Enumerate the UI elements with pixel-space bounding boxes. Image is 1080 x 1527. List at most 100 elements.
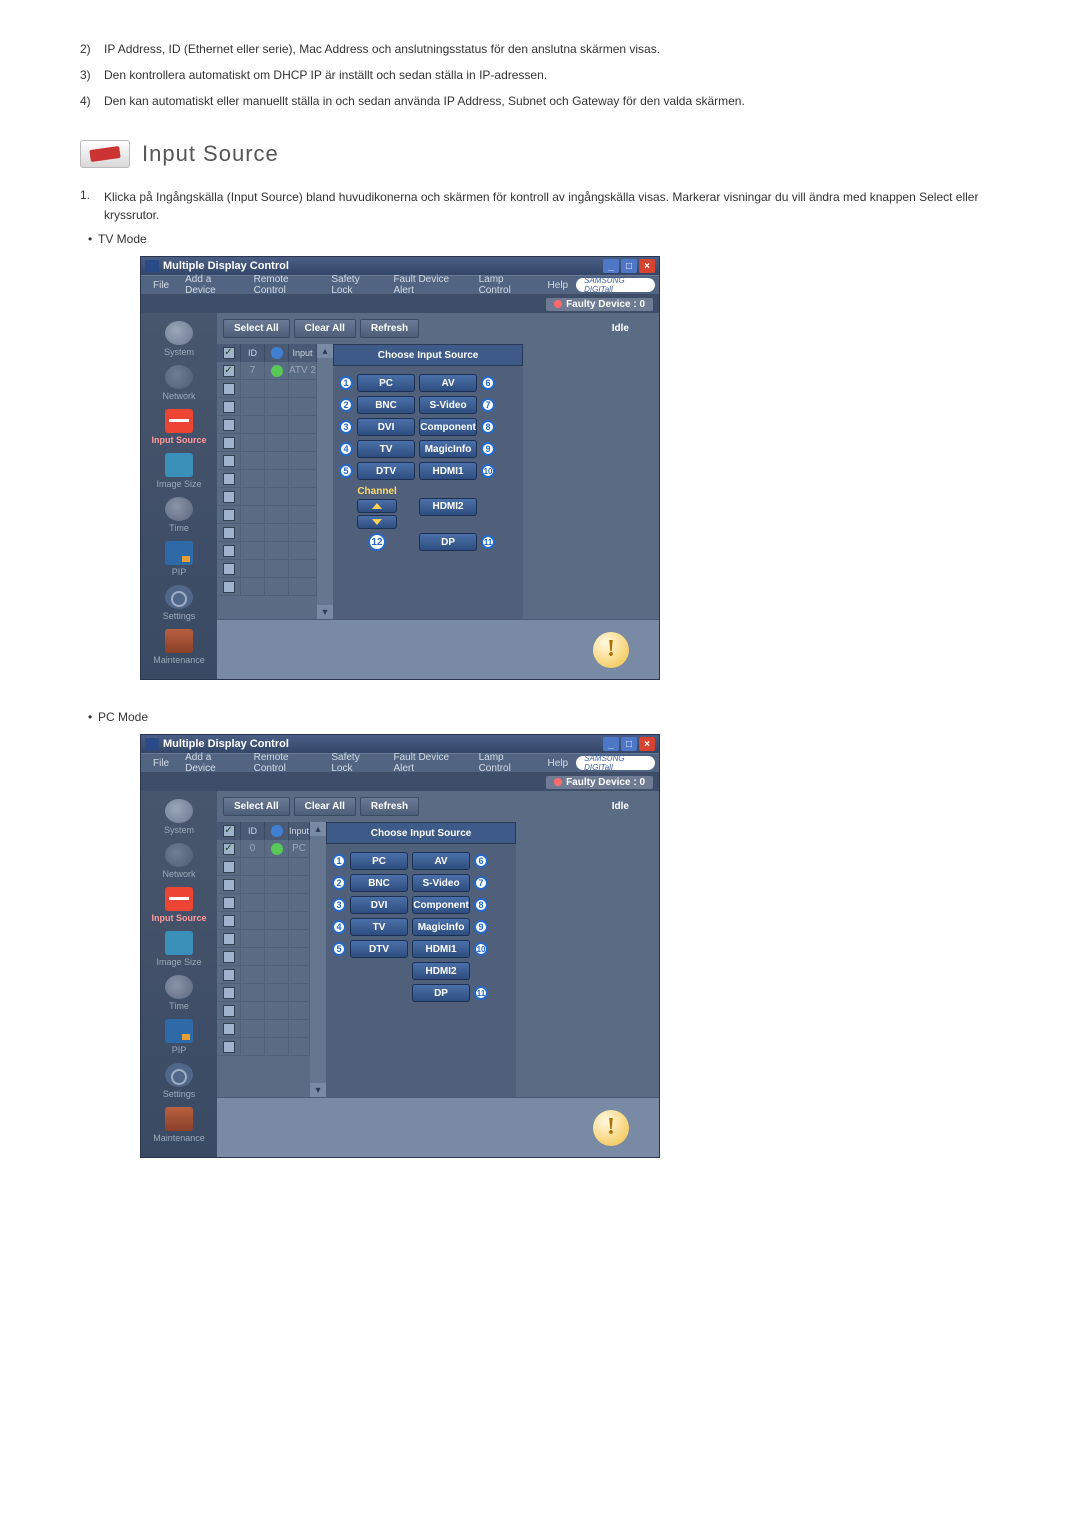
source-magicinfo-button[interactable]: MagicInfo [419, 440, 477, 458]
scroll-down-button[interactable]: ▾ [310, 1083, 326, 1097]
table-row[interactable] [217, 948, 310, 966]
table-row[interactable] [217, 984, 310, 1002]
table-row[interactable] [217, 380, 317, 398]
maximize-button[interactable]: □ [621, 737, 637, 751]
source-tv-button[interactable]: TV [357, 440, 415, 458]
sidebar-item-image-size[interactable]: Image Size [145, 451, 213, 493]
table-row[interactable] [217, 894, 310, 912]
table-row[interactable] [217, 488, 317, 506]
source-pc-button[interactable]: PC [357, 374, 415, 392]
table-row[interactable] [217, 858, 310, 876]
row-checkbox[interactable] [217, 840, 241, 857]
channel-up-button[interactable] [357, 499, 397, 513]
table-row[interactable] [217, 930, 310, 948]
sidebar-item-input-source[interactable]: Input Source [145, 407, 213, 449]
source-svideo-button[interactable]: S-Video [412, 874, 470, 892]
scroll-up-button[interactable]: ▴ [317, 344, 333, 358]
source-hdmi1-button[interactable]: HDMI1 [419, 462, 477, 480]
close-button[interactable]: × [639, 259, 655, 273]
refresh-button[interactable]: Refresh [360, 797, 419, 816]
table-row[interactable] [217, 876, 310, 894]
source-hdmi1-button[interactable]: HDMI1 [412, 940, 470, 958]
menu-file[interactable]: File [145, 758, 177, 769]
menu-fault-alert[interactable]: Fault Device Alert [385, 752, 470, 774]
source-pc-button[interactable]: PC [350, 852, 408, 870]
source-tv-button[interactable]: TV [350, 918, 408, 936]
sidebar-item-pip[interactable]: PIP [145, 1017, 213, 1059]
menu-remote-control[interactable]: Remote Control [246, 274, 324, 296]
sidebar-item-maintenance[interactable]: Maintenance [145, 1105, 213, 1147]
menu-fault-alert[interactable]: Fault Device Alert [385, 274, 470, 296]
sidebar-item-network[interactable]: Network [145, 363, 213, 405]
table-row[interactable] [217, 506, 317, 524]
source-component-button[interactable]: Component [419, 418, 477, 436]
table-row[interactable] [217, 416, 317, 434]
minimize-button[interactable]: _ [603, 259, 619, 273]
sidebar-item-pip[interactable]: PIP [145, 539, 213, 581]
table-row[interactable] [217, 560, 317, 578]
table-row[interactable]: 7 ATV 2 [217, 362, 317, 380]
sidebar-item-network[interactable]: Network [145, 841, 213, 883]
scroll-track[interactable] [317, 358, 333, 605]
source-component-button[interactable]: Component [412, 896, 470, 914]
select-all-button[interactable]: Select All [223, 319, 290, 338]
clear-all-button[interactable]: Clear All [294, 797, 356, 816]
table-row[interactable] [217, 1020, 310, 1038]
clear-all-button[interactable]: Clear All [294, 319, 356, 338]
menu-lamp-control[interactable]: Lamp Control [471, 752, 540, 774]
source-av-button[interactable]: AV [412, 852, 470, 870]
source-av-button[interactable]: AV [419, 374, 477, 392]
source-dp-button[interactable]: DP [419, 533, 477, 551]
table-row[interactable] [217, 1002, 310, 1020]
sidebar-item-image-size[interactable]: Image Size [145, 929, 213, 971]
scroll-track[interactable] [310, 836, 326, 1083]
maximize-button[interactable]: □ [621, 259, 637, 273]
table-row[interactable] [217, 912, 310, 930]
source-hdmi2-button[interactable]: HDMI2 [412, 962, 470, 980]
sidebar-item-maintenance[interactable]: Maintenance [145, 627, 213, 669]
menu-safety-lock[interactable]: Safety Lock [323, 752, 385, 774]
sidebar-item-time[interactable]: Time [145, 973, 213, 1015]
sidebar-item-settings[interactable]: Settings [145, 583, 213, 625]
menu-lamp-control[interactable]: Lamp Control [471, 274, 540, 296]
row-checkbox[interactable] [217, 362, 241, 379]
source-svideo-button[interactable]: S-Video [419, 396, 477, 414]
sidebar-item-system[interactable]: System [145, 319, 213, 361]
table-row[interactable]: 0 PC [217, 840, 310, 858]
menu-add-device[interactable]: Add a Device [177, 752, 245, 774]
table-row[interactable] [217, 1038, 310, 1056]
sidebar-item-time[interactable]: Time [145, 495, 213, 537]
scrollbar[interactable]: ▴ ▾ [310, 822, 326, 1097]
table-row[interactable] [217, 470, 317, 488]
scrollbar[interactable]: ▴ ▾ [317, 344, 333, 619]
scroll-up-button[interactable]: ▴ [310, 822, 326, 836]
header-checkbox[interactable] [217, 344, 241, 362]
source-magicinfo-button[interactable]: MagicInfo [412, 918, 470, 936]
source-hdmi2-button[interactable]: HDMI2 [419, 498, 477, 516]
minimize-button[interactable]: _ [603, 737, 619, 751]
channel-down-button[interactable] [357, 515, 397, 529]
menu-safety-lock[interactable]: Safety Lock [323, 274, 385, 296]
scroll-down-button[interactable]: ▾ [317, 605, 333, 619]
refresh-button[interactable]: Refresh [360, 319, 419, 338]
source-dtv-button[interactable]: DTV [357, 462, 415, 480]
menu-remote-control[interactable]: Remote Control [246, 752, 324, 774]
menu-file[interactable]: File [145, 280, 177, 291]
header-checkbox[interactable] [217, 822, 241, 840]
source-dtv-button[interactable]: DTV [350, 940, 408, 958]
select-all-button[interactable]: Select All [223, 797, 290, 816]
table-row[interactable] [217, 398, 317, 416]
source-dvi-button[interactable]: DVI [350, 896, 408, 914]
table-row[interactable] [217, 434, 317, 452]
table-row[interactable] [217, 452, 317, 470]
table-row[interactable] [217, 542, 317, 560]
table-row[interactable] [217, 578, 317, 596]
source-dp-button[interactable]: DP [412, 984, 470, 1002]
table-row[interactable] [217, 966, 310, 984]
sidebar-item-system[interactable]: System [145, 797, 213, 839]
menu-help[interactable]: Help [540, 280, 577, 291]
menu-add-device[interactable]: Add a Device [177, 274, 245, 296]
sidebar-item-settings[interactable]: Settings [145, 1061, 213, 1103]
source-bnc-button[interactable]: BNC [350, 874, 408, 892]
sidebar-item-input-source[interactable]: Input Source [145, 885, 213, 927]
